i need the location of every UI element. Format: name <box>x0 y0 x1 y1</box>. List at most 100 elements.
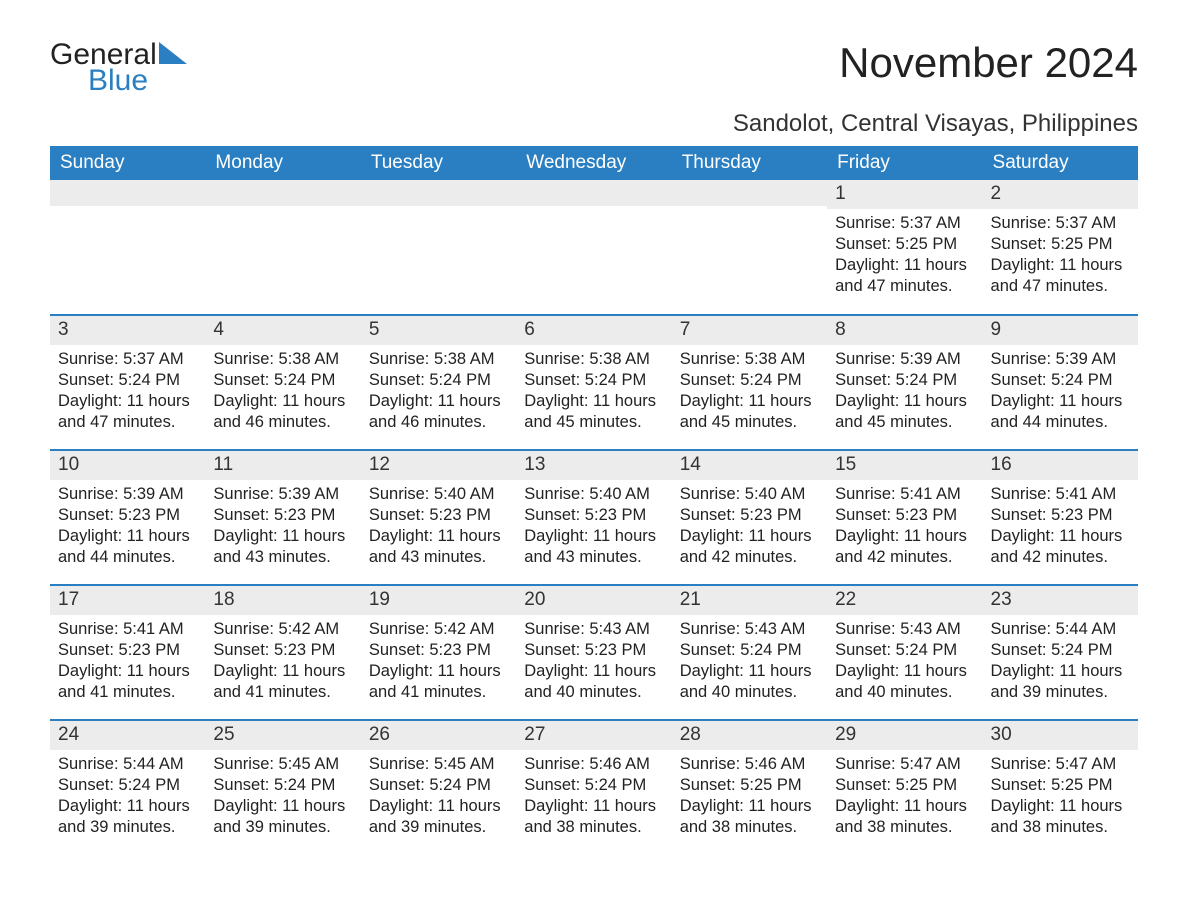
weekday-row: SundayMondayTuesdayWednesdayThursdayFrid… <box>50 146 1138 180</box>
sunset-text: Sunset: 5:24 PM <box>680 640 819 661</box>
calendar-week-row: 3Sunrise: 5:37 AMSunset: 5:24 PMDaylight… <box>50 315 1138 450</box>
day-number: 13 <box>516 451 671 480</box>
sunrise-text: Sunrise: 5:39 AM <box>213 484 352 505</box>
sunset-text: Sunset: 5:23 PM <box>991 505 1130 526</box>
weekday-header: Friday <box>827 146 982 180</box>
daylight-text: Daylight: 11 hours and 43 minutes. <box>369 526 508 568</box>
month-title: November 2024 <box>839 40 1138 86</box>
daylight-text: Daylight: 11 hours and 42 minutes. <box>991 526 1130 568</box>
daylight-text: Daylight: 11 hours and 45 minutes. <box>835 391 974 433</box>
sunset-text: Sunset: 5:24 PM <box>835 370 974 391</box>
logo-text: General Blue <box>50 40 187 96</box>
weekday-header: Tuesday <box>361 146 516 180</box>
day-body: Sunrise: 5:41 AMSunset: 5:23 PMDaylight:… <box>983 480 1138 574</box>
day-number: 9 <box>983 316 1138 345</box>
daylight-text: Daylight: 11 hours and 39 minutes. <box>369 796 508 838</box>
daylight-text: Daylight: 11 hours and 44 minutes. <box>991 391 1130 433</box>
daylight-text: Daylight: 11 hours and 41 minutes. <box>213 661 352 703</box>
sunrise-text: Sunrise: 5:38 AM <box>369 349 508 370</box>
daynum-strip <box>672 180 827 206</box>
day-number: 1 <box>827 180 982 209</box>
sunrise-text: Sunrise: 5:46 AM <box>680 754 819 775</box>
sunset-text: Sunset: 5:23 PM <box>213 640 352 661</box>
calendar-day: 12Sunrise: 5:40 AMSunset: 5:23 PMDayligh… <box>361 450 516 585</box>
sunset-text: Sunset: 5:24 PM <box>524 775 663 796</box>
calendar-day: 16Sunrise: 5:41 AMSunset: 5:23 PMDayligh… <box>983 450 1138 585</box>
daylight-text: Daylight: 11 hours and 40 minutes. <box>835 661 974 703</box>
calendar-body: 1 Sunrise: 5:37 AM Sunset: 5:25 PM Daylight… <box>50 180 1138 855</box>
sunrise-text: Sunrise: 5:42 AM <box>213 619 352 640</box>
daylight-text: Daylight: 11 hours and 38 minutes. <box>524 796 663 838</box>
calendar-day: 8Sunrise: 5:39 AMSunset: 5:24 PMDaylight… <box>827 315 982 450</box>
daylight-text: Daylight: 11 hours and 43 minutes. <box>524 526 663 568</box>
sunrise-text: Sunrise: 5:38 AM <box>524 349 663 370</box>
daylight-text: Daylight: 11 hours and 40 minutes. <box>524 661 663 703</box>
sunset-text: Sunset: 5:23 PM <box>58 640 197 661</box>
calendar-day: 14Sunrise: 5:40 AMSunset: 5:23 PMDayligh… <box>672 450 827 585</box>
sunrise-text: Sunrise: 5:41 AM <box>835 484 974 505</box>
daylight-text: Daylight: 11 hours and 41 minutes. <box>369 661 508 703</box>
sunrise-text: Sunrise: 5:46 AM <box>524 754 663 775</box>
sunset-text: Sunset: 5:25 PM <box>680 775 819 796</box>
day-number: 11 <box>205 451 360 480</box>
daynum-strip <box>516 180 671 206</box>
sunset-text: Sunset: 5:23 PM <box>369 505 508 526</box>
daylight-text: Daylight: 11 hours and 40 minutes. <box>680 661 819 703</box>
day-body: Sunrise: 5:46 AMSunset: 5:24 PMDaylight:… <box>516 750 671 844</box>
day-body: Sunrise: 5:40 AMSunset: 5:23 PMDaylight:… <box>672 480 827 574</box>
daylight-text: Daylight: 11 hours and 41 minutes. <box>58 661 197 703</box>
daynum-strip <box>205 180 360 206</box>
calendar-day: 25Sunrise: 5:45 AMSunset: 5:24 PMDayligh… <box>205 720 360 855</box>
calendar-empty <box>361 180 516 315</box>
daylight-text: Daylight: 11 hours and 46 minutes. <box>369 391 508 433</box>
sunset-text: Sunset: 5:23 PM <box>524 505 663 526</box>
day-body: Sunrise: 5:43 AMSunset: 5:23 PMDaylight:… <box>516 615 671 709</box>
header-row: General Blue November 2024 <box>50 40 1138 96</box>
day-body: Sunrise: 5:47 AMSunset: 5:25 PMDaylight:… <box>827 750 982 844</box>
calendar-day: 26Sunrise: 5:45 AMSunset: 5:24 PMDayligh… <box>361 720 516 855</box>
calendar-day: 15Sunrise: 5:41 AMSunset: 5:23 PMDayligh… <box>827 450 982 585</box>
sunrise-text: Sunrise: 5:43 AM <box>680 619 819 640</box>
calendar-day: 23Sunrise: 5:44 AMSunset: 5:24 PMDayligh… <box>983 585 1138 720</box>
day-body: Sunrise: 5:38 AMSunset: 5:24 PMDaylight:… <box>361 345 516 439</box>
calendar-empty <box>516 180 671 315</box>
calendar-week-row: 17Sunrise: 5:41 AMSunset: 5:23 PMDayligh… <box>50 585 1138 720</box>
calendar-day: 21Sunrise: 5:43 AMSunset: 5:24 PMDayligh… <box>672 585 827 720</box>
weekday-header: Monday <box>205 146 360 180</box>
day-body: Sunrise: 5:45 AMSunset: 5:24 PMDaylight:… <box>205 750 360 844</box>
calendar-day: 29Sunrise: 5:47 AMSunset: 5:25 PMDayligh… <box>827 720 982 855</box>
day-number: 12 <box>361 451 516 480</box>
daylight-text: Daylight: 11 hours and 42 minutes. <box>680 526 819 568</box>
day-body: Sunrise: 5:45 AMSunset: 5:24 PMDaylight:… <box>361 750 516 844</box>
day-body: Sunrise: 5:39 AMSunset: 5:24 PMDaylight:… <box>983 345 1138 439</box>
calendar-day: 11Sunrise: 5:39 AMSunset: 5:23 PMDayligh… <box>205 450 360 585</box>
day-body: Sunrise: 5:38 AMSunset: 5:24 PMDaylight:… <box>205 345 360 439</box>
day-number: 25 <box>205 721 360 750</box>
title-block: November 2024 <box>839 40 1138 86</box>
sunrise-text: Sunrise: 5:39 AM <box>58 484 197 505</box>
sunset-text: Sunset: 5:23 PM <box>524 640 663 661</box>
sunrise-text: Sunrise: 5:37 AM <box>835 213 974 234</box>
calendar-day: 22Sunrise: 5:43 AMSunset: 5:24 PMDayligh… <box>827 585 982 720</box>
day-number: 14 <box>672 451 827 480</box>
sunrise-text: Sunrise: 5:39 AM <box>835 349 974 370</box>
weekday-header: Wednesday <box>516 146 671 180</box>
sunrise-text: Sunrise: 5:42 AM <box>369 619 508 640</box>
sunset-text: Sunset: 5:25 PM <box>991 775 1130 796</box>
sunrise-text: Sunrise: 5:38 AM <box>680 349 819 370</box>
calendar-empty <box>205 180 360 315</box>
weekday-header: Saturday <box>983 146 1138 180</box>
day-number: 7 <box>672 316 827 345</box>
sunset-text: Sunset: 5:24 PM <box>680 370 819 391</box>
day-number: 16 <box>983 451 1138 480</box>
daynum-strip <box>50 180 205 206</box>
sunrise-text: Sunrise: 5:41 AM <box>991 484 1130 505</box>
day-body: Sunrise: 5:47 AMSunset: 5:25 PMDaylight:… <box>983 750 1138 844</box>
sunset-text: Sunset: 5:24 PM <box>369 370 508 391</box>
day-number: 30 <box>983 721 1138 750</box>
day-number: 17 <box>50 586 205 615</box>
day-body: Sunrise: 5:43 AMSunset: 5:24 PMDaylight:… <box>672 615 827 709</box>
logo: General Blue <box>50 40 187 96</box>
sunset-text: Sunset: 5:25 PM <box>835 775 974 796</box>
weekday-header: Sunday <box>50 146 205 180</box>
